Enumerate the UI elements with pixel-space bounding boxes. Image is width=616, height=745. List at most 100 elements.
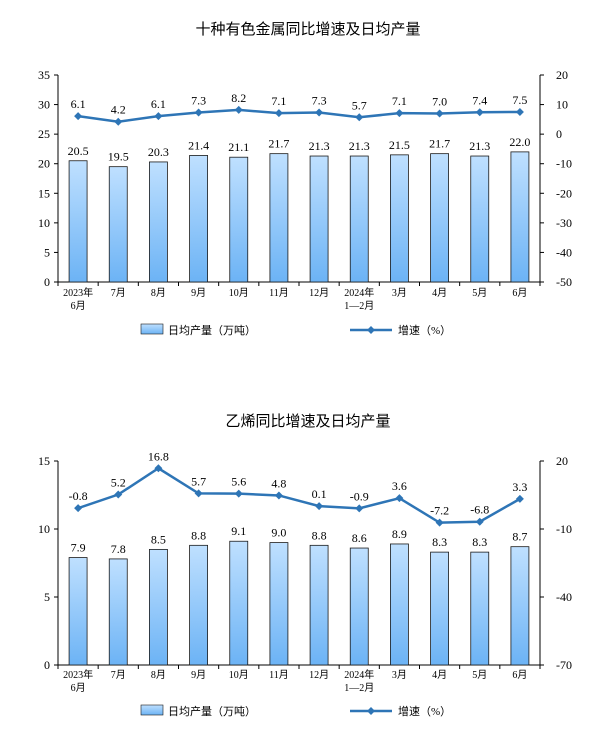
x-tick-label: 12月 [309, 669, 329, 681]
x-tick-label-line: 11月 [269, 669, 289, 681]
y-right-tick-label: -50 [556, 275, 572, 289]
x-tick-label-line: 12月 [309, 669, 329, 681]
line-data-label: 5.7 [352, 98, 367, 112]
line-data-label: 4.2 [111, 103, 126, 117]
x-tick-label-line: 10月 [229, 669, 249, 681]
chart-nonferrous-metals: 十种有色金属同比增速及日均产量 0 5 10 15 20 25 30 35 -50 -40 -30 -… [0, 0, 616, 372]
x-tick-label: 2023年 6月 [63, 286, 93, 312]
line-data-label: 16.8 [148, 449, 169, 463]
line-point [274, 491, 283, 500]
bar [430, 153, 449, 283]
x-tick-label-line: 9月 [191, 287, 206, 299]
line-point [475, 108, 484, 117]
bar [390, 543, 409, 666]
bar-data-label: 8.8 [312, 528, 327, 542]
y-right-tick-label: -40 [556, 245, 572, 259]
bar-data-label: 21.7 [268, 137, 289, 151]
legend-bar-label: 日均产量（万吨） [168, 323, 256, 337]
line-data-label: 5.2 [111, 476, 126, 490]
line-point [315, 108, 324, 117]
bar-data-label: 8.3 [432, 535, 447, 549]
bar [149, 548, 168, 666]
x-tick-label: 9月 [191, 287, 206, 299]
line-point [274, 109, 283, 118]
bar [349, 547, 369, 666]
y-right-tick-label: -10 [556, 157, 572, 171]
x-tick-label-line: 2023年 [63, 668, 93, 681]
x-tick-label-line: 6月 [71, 682, 86, 694]
x-tick-label: 5月 [472, 287, 487, 299]
x-tick-label: 2024年 1—2月 [344, 668, 374, 694]
x-tick-label: 3月 [392, 669, 407, 681]
bar [309, 155, 329, 283]
x-tick-label: 3月 [392, 287, 407, 299]
bar [510, 151, 530, 283]
bar-data-label: 21.7 [429, 137, 450, 151]
line-data-label: 7.3 [312, 94, 327, 108]
bar [390, 154, 409, 283]
x-tick-label-line: 3月 [392, 287, 407, 299]
line-point [234, 105, 243, 114]
x-tick-label-line: 5月 [472, 669, 487, 681]
y-right-tick-label: 0 [556, 127, 562, 141]
x-tick-label-line: 4月 [432, 287, 447, 299]
bar [68, 160, 88, 283]
bar [269, 153, 289, 283]
bar-data-label: 8.7 [512, 530, 527, 544]
line-data-label: 6.1 [151, 97, 166, 111]
line-point [74, 112, 83, 121]
y-left-tick-label: 10 [38, 216, 50, 230]
line-point [194, 489, 203, 498]
bar-data-label: 7.8 [111, 542, 126, 556]
x-tick-label: 7月 [111, 287, 126, 299]
x-tick-label-line: 1—2月 [344, 300, 374, 312]
line-data-label: 7.5 [512, 93, 527, 107]
x-tick-label-line: 3月 [392, 669, 407, 681]
bar-data-label: 21.1 [228, 140, 249, 154]
x-tick-label-line: 12月 [309, 287, 329, 299]
bar [149, 161, 168, 283]
x-tick-label-line: 6月 [71, 300, 86, 312]
line-point [74, 504, 83, 513]
line-series [77, 108, 520, 123]
chart-title: 乙烯同比增速及日均产量 [225, 412, 391, 430]
chart-title: 十种有色金属同比增速及日均产量 [195, 20, 421, 38]
bar [189, 155, 208, 283]
bar-data-label: 8.3 [472, 535, 487, 549]
bar [510, 546, 530, 666]
y-right-tick-label: 10 [556, 98, 568, 112]
line-point [234, 489, 243, 498]
line-point [435, 109, 444, 118]
x-tick-label: 5月 [472, 669, 487, 681]
bar [470, 551, 490, 666]
line-point [395, 109, 404, 118]
legend-bar-swatch [140, 323, 164, 335]
bar-data-label: 8.5 [151, 532, 166, 546]
bar-data-label: 8.6 [352, 531, 367, 545]
y-right-tick-label: -20 [556, 186, 572, 200]
y-right-tick-label: 20 [556, 68, 568, 82]
bar [229, 540, 249, 666]
x-tick-label-line: 6月 [512, 669, 527, 681]
x-tick-label: 2023年 6月 [63, 668, 93, 694]
line-series [77, 466, 521, 524]
bar [108, 166, 128, 283]
x-tick-label: 2024年 1—2月 [344, 286, 374, 312]
bar-data-label: 20.5 [68, 144, 89, 158]
y-left-tick-label: 20 [38, 157, 50, 171]
y-left-tick-label: 5 [44, 590, 50, 604]
line-data-label: 7.3 [191, 94, 206, 108]
y-left-tick-label: 15 [38, 454, 50, 468]
y-left-tick-label: 0 [44, 658, 50, 672]
x-tick-label-line: 8月 [151, 287, 166, 299]
x-tick-label: 9月 [191, 669, 206, 681]
line-data-label: 3.3 [512, 480, 527, 494]
line-data-label: 7.4 [472, 93, 487, 107]
x-tick-label-line: 5月 [472, 287, 487, 299]
bar [349, 155, 369, 283]
line-point [435, 518, 444, 527]
bar [269, 542, 289, 666]
bar-data-label: 22.0 [509, 135, 530, 149]
line-data-label: 7.1 [271, 94, 286, 108]
